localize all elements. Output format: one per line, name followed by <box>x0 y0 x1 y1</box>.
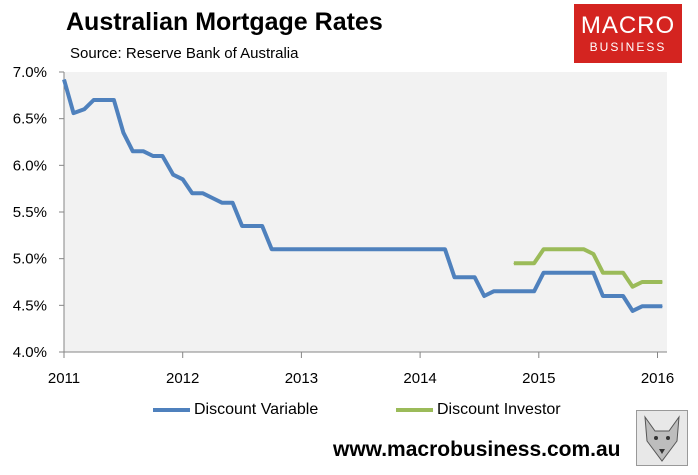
data-point <box>533 290 535 292</box>
data-point <box>300 248 302 250</box>
data-point <box>444 248 446 250</box>
data-point <box>493 290 495 292</box>
data-point <box>543 272 545 274</box>
data-point <box>641 281 643 283</box>
data-point <box>611 295 613 297</box>
data-point <box>172 174 174 176</box>
data-point <box>513 290 515 292</box>
data-point <box>592 253 594 255</box>
legend-label-variable: Discount Variable <box>194 401 319 418</box>
legend-swatch-variable <box>153 408 190 412</box>
x-tick-label: 2012 <box>166 370 199 387</box>
chart-subtitle: Source: Reserve Bank of Australia <box>70 45 299 62</box>
data-point <box>622 272 624 274</box>
legend-item-variable: Discount Variable <box>153 401 318 419</box>
data-point <box>611 272 613 274</box>
data-point <box>583 272 585 274</box>
wolf-logo-icon <box>636 410 688 466</box>
data-point <box>513 262 515 264</box>
data-point <box>122 132 124 134</box>
data-point <box>464 276 466 278</box>
data-point <box>641 305 643 307</box>
data-point <box>632 310 634 312</box>
data-point <box>191 192 193 194</box>
chart-title: Australian Mortgage Rates <box>66 8 383 36</box>
data-point <box>563 272 565 274</box>
legend-swatch-investor <box>396 408 433 412</box>
footer-url: www.macrobusiness.com.au <box>333 438 621 461</box>
x-tick-label: 2015 <box>522 370 555 387</box>
y-tick-label: 7.0% <box>13 64 47 81</box>
data-point <box>143 150 145 152</box>
data-point <box>572 248 574 250</box>
data-point <box>132 150 134 152</box>
data-point <box>632 286 634 288</box>
data-point <box>572 272 574 274</box>
x-tick-label: 2013 <box>285 370 318 387</box>
data-point <box>563 248 565 250</box>
y-tick-label: 6.0% <box>13 157 47 174</box>
data-point <box>552 248 554 250</box>
data-point <box>583 248 585 250</box>
data-point <box>182 178 184 180</box>
axes: 4.0% 4.5% 5.0% 5.5% 6.0% 6.5% 7.0% 2011 2012 2013… <box>13 64 674 387</box>
x-tick-label: 2011 <box>48 370 80 387</box>
data-point <box>419 248 421 250</box>
legend-label-investor: Discount Investor <box>437 401 561 418</box>
data-point <box>93 99 95 101</box>
data-point <box>241 225 243 227</box>
y-tick-label: 4.0% <box>13 344 47 361</box>
data-point <box>251 225 253 227</box>
data-point <box>622 295 624 297</box>
data-point <box>474 276 476 278</box>
legend-item-investor: Discount Investor <box>396 401 561 419</box>
data-point <box>543 248 545 250</box>
plot-area <box>64 72 667 352</box>
series-layer <box>62 78 663 313</box>
data-point <box>83 108 85 110</box>
x-tick-label: 2014 <box>403 370 436 387</box>
data-point <box>483 295 485 297</box>
data-point <box>63 78 65 80</box>
logo-line-1: MACRO <box>580 11 676 39</box>
data-point <box>271 248 273 250</box>
data-point <box>661 281 663 283</box>
data-point <box>232 202 234 204</box>
data-point <box>652 281 654 283</box>
data-point <box>102 99 104 101</box>
data-point <box>113 99 115 101</box>
logo-line-2: BUSINESS <box>589 39 667 54</box>
data-point <box>652 305 654 307</box>
data-point <box>211 197 213 199</box>
data-point <box>202 192 204 194</box>
data-point <box>602 295 604 297</box>
macrobusiness-logo: MACRO BUSINESS <box>574 4 682 63</box>
data-point <box>533 262 535 264</box>
data-point <box>360 248 362 250</box>
data-point <box>552 272 554 274</box>
y-tick-label: 5.0% <box>13 251 47 268</box>
data-point <box>454 276 456 278</box>
data-point <box>152 155 154 157</box>
data-point <box>162 155 164 157</box>
data-point <box>221 202 223 204</box>
data-point <box>261 225 263 227</box>
data-point <box>592 272 594 274</box>
x-tick-label: 2016 <box>641 370 674 387</box>
series-line-0 <box>62 78 663 313</box>
data-point <box>72 112 74 114</box>
y-tick-label: 4.5% <box>13 297 47 314</box>
data-point <box>661 305 663 307</box>
data-point <box>602 272 604 274</box>
y-tick-label: 6.5% <box>13 111 47 128</box>
y-tick-label: 5.5% <box>13 204 47 221</box>
